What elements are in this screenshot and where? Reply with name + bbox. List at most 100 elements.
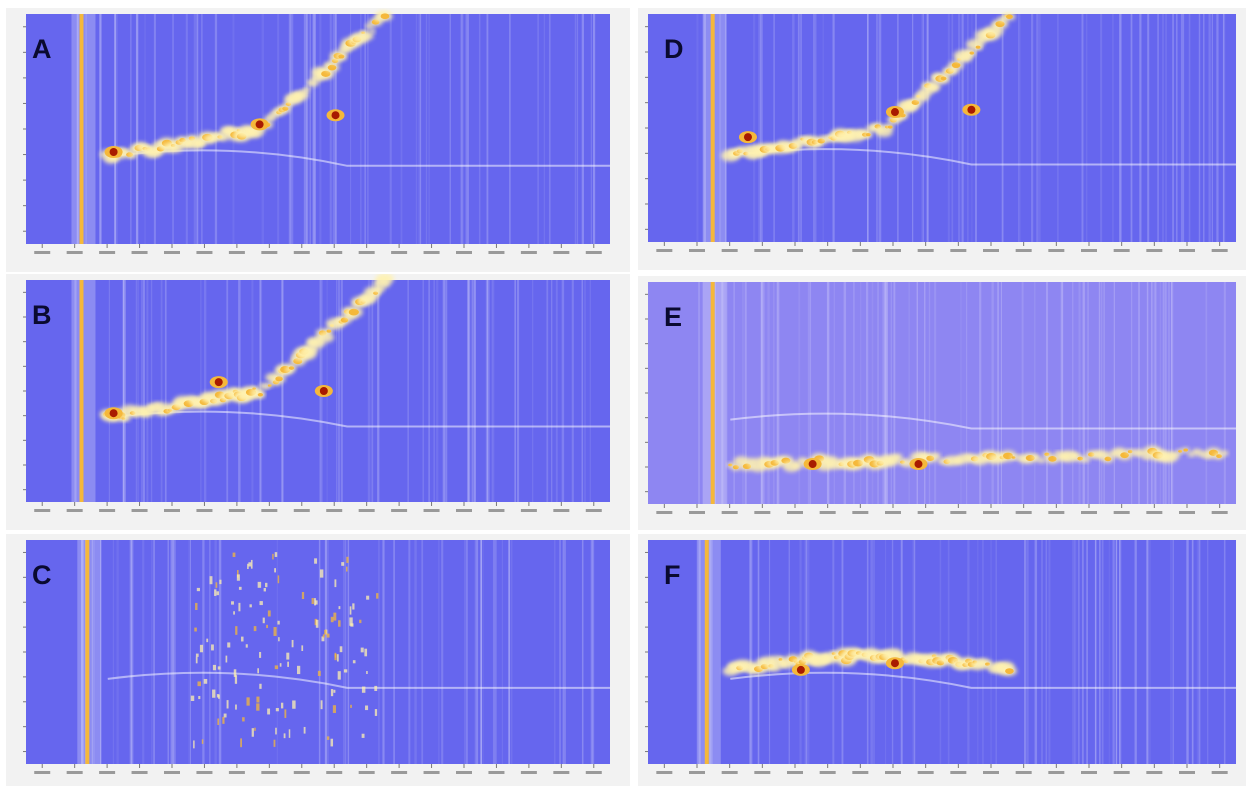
streak bbox=[112, 540, 115, 764]
spot bbox=[267, 708, 271, 715]
streak bbox=[532, 280, 534, 502]
streak bbox=[324, 540, 328, 764]
spot bbox=[346, 566, 348, 572]
spot bbox=[233, 611, 235, 615]
x-tick-label bbox=[66, 771, 83, 774]
spot-core bbox=[288, 366, 295, 370]
x-tick-label bbox=[520, 771, 537, 774]
peak-core bbox=[331, 111, 340, 120]
panel-b: B bbox=[6, 274, 630, 530]
column-bleed bbox=[730, 671, 1236, 689]
streak bbox=[77, 14, 79, 244]
streak bbox=[1112, 14, 1114, 242]
spot bbox=[349, 606, 352, 615]
spot bbox=[349, 617, 353, 626]
solvent-front bbox=[704, 540, 709, 764]
spot bbox=[246, 697, 250, 706]
x-tick-label bbox=[689, 771, 705, 774]
streak bbox=[336, 280, 338, 502]
x-tick-label bbox=[1081, 771, 1097, 774]
streak bbox=[928, 282, 931, 504]
streak bbox=[958, 14, 960, 242]
peak-core bbox=[914, 460, 923, 469]
streak bbox=[1138, 282, 1140, 504]
streak bbox=[1131, 282, 1133, 504]
streak bbox=[1094, 540, 1097, 764]
streak bbox=[418, 14, 421, 244]
streak bbox=[1036, 14, 1039, 242]
x-tick-label bbox=[99, 509, 116, 512]
x-tick-label bbox=[950, 771, 967, 774]
spot bbox=[274, 568, 277, 573]
x-tick-label bbox=[456, 251, 472, 254]
spot-core bbox=[1005, 14, 1013, 19]
heatmap-a bbox=[6, 8, 630, 272]
spot bbox=[215, 582, 218, 588]
streak bbox=[150, 280, 153, 502]
streak bbox=[408, 540, 411, 764]
streak bbox=[758, 14, 761, 242]
x-tick-label bbox=[34, 251, 51, 254]
streak bbox=[1198, 14, 1201, 242]
spot-core bbox=[1005, 668, 1014, 674]
streak bbox=[543, 14, 545, 244]
spot bbox=[297, 665, 301, 675]
streak bbox=[291, 14, 294, 244]
streak bbox=[188, 540, 190, 764]
spot bbox=[369, 29, 376, 34]
streak bbox=[975, 14, 977, 242]
streak bbox=[1057, 14, 1059, 242]
streak bbox=[914, 540, 916, 764]
streak bbox=[1188, 14, 1191, 242]
x-tick-label bbox=[488, 771, 505, 774]
streak bbox=[990, 540, 992, 764]
x-tick-label bbox=[754, 249, 771, 252]
streak bbox=[763, 282, 765, 504]
spot bbox=[333, 689, 336, 693]
x-tick-label bbox=[754, 771, 771, 774]
x-tick-label bbox=[1179, 511, 1195, 514]
x-tick-label bbox=[721, 249, 738, 252]
streak bbox=[1134, 540, 1137, 764]
spot bbox=[376, 593, 379, 599]
spot-core bbox=[732, 465, 739, 470]
streak bbox=[1001, 14, 1005, 242]
plot-area bbox=[26, 14, 610, 244]
streak bbox=[1086, 540, 1088, 764]
spot bbox=[235, 626, 238, 635]
spot-core bbox=[911, 100, 920, 106]
spot-core bbox=[326, 329, 332, 333]
spot bbox=[194, 627, 197, 632]
streak bbox=[218, 540, 222, 764]
streak bbox=[951, 14, 954, 242]
spot bbox=[324, 629, 327, 635]
spot-core bbox=[951, 62, 961, 69]
spot bbox=[242, 717, 245, 722]
streak bbox=[1172, 540, 1174, 764]
spot-core bbox=[338, 54, 345, 59]
x-tick-label bbox=[852, 771, 869, 774]
streak bbox=[1038, 14, 1041, 242]
streak bbox=[1171, 282, 1174, 504]
x-tick-label bbox=[1048, 771, 1065, 774]
streak bbox=[1130, 14, 1133, 242]
column-bleed bbox=[107, 671, 610, 689]
spot bbox=[317, 670, 321, 676]
streak bbox=[473, 280, 477, 502]
streak bbox=[487, 280, 490, 502]
streak bbox=[744, 282, 747, 504]
streak bbox=[76, 14, 79, 244]
streak bbox=[1165, 14, 1167, 242]
streak bbox=[571, 280, 574, 502]
streak bbox=[443, 280, 445, 502]
spot bbox=[334, 579, 337, 588]
x-tick-label bbox=[34, 771, 51, 774]
x-tick-label bbox=[1179, 249, 1195, 252]
streak bbox=[537, 14, 539, 244]
streak bbox=[467, 14, 470, 244]
spot bbox=[275, 708, 279, 712]
streak bbox=[721, 282, 724, 504]
streak bbox=[1130, 14, 1133, 242]
streak bbox=[172, 540, 174, 764]
x-tick-label bbox=[293, 251, 310, 254]
